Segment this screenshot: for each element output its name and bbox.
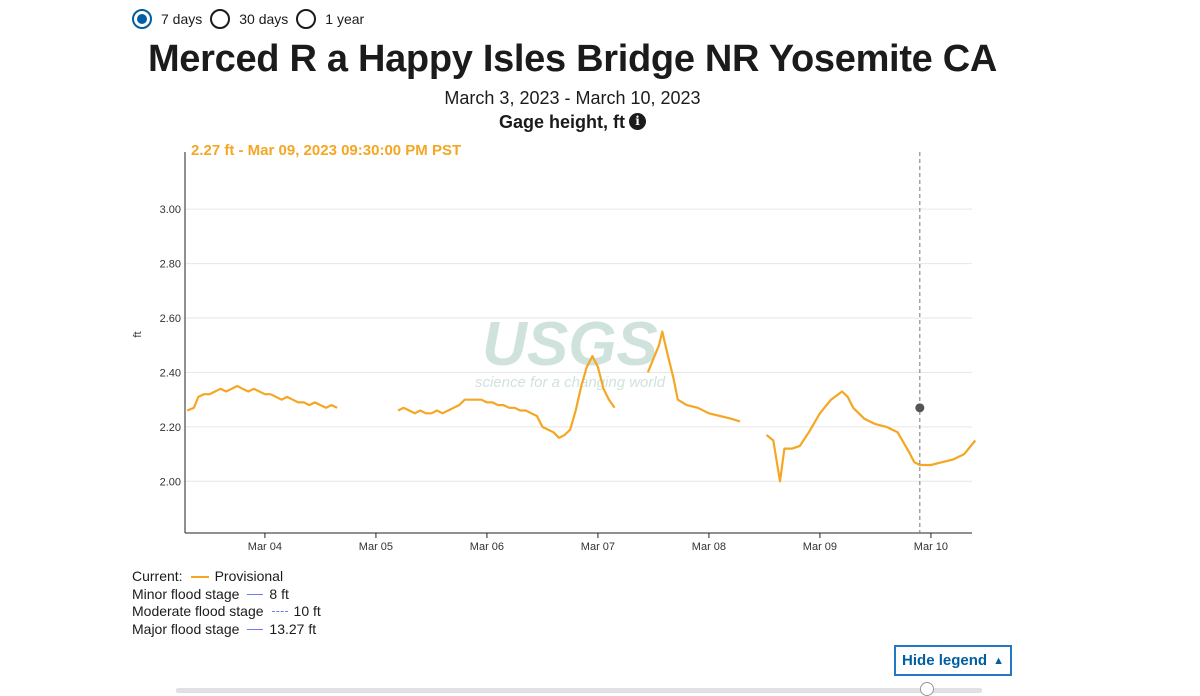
radio-circle: [296, 9, 317, 29]
x-tick-label: Mar 09: [803, 541, 837, 553]
provisional-swatch: [190, 575, 209, 578]
x-tick-label: Mar 07: [581, 541, 615, 553]
radio-label: 7 days: [161, 11, 203, 27]
watermark-tagline: science for a changing world: [475, 374, 666, 391]
x-tick-label: Mar 04: [248, 541, 282, 553]
series-line-segment: [646, 330, 741, 423]
legend-moderate-row: Moderate flood stage 10 ft: [132, 603, 321, 621]
radio-circle: [210, 9, 231, 29]
time-brush-handle[interactable]: [920, 682, 934, 696]
period-selector: 7 days 30 days 1 year: [132, 9, 372, 29]
page-title: Merced R a Happy Isles Bridge NR Yosemit…: [147, 38, 998, 80]
y-tick-label: 2.20: [160, 422, 181, 434]
radio-30-days[interactable]: 30 days: [210, 9, 288, 29]
legend-row-label: Minor flood stage: [132, 585, 240, 602]
radio-1-year[interactable]: 1 year: [296, 9, 364, 29]
chevron-up-icon: ▲: [993, 654, 1004, 667]
legend-current-label: Current:: [132, 568, 183, 584]
flood-swatch: [271, 611, 288, 613]
cursor-readout: 2.27 ft - Mar 09, 2023 09:30:00 PM PST: [191, 142, 461, 159]
series-line-segment: [397, 355, 616, 439]
info-icon[interactable]: i: [629, 113, 646, 130]
legend-row-value: 10 ft: [293, 603, 321, 619]
x-tick-label: Mar 08: [692, 541, 726, 553]
parameter-label: Gage height, ft: [499, 112, 625, 132]
y-tick-label: 2.80: [160, 259, 181, 271]
legend-current-row: Current: Provisional: [132, 568, 321, 586]
hide-legend-label: Hide legend: [902, 652, 988, 669]
legend-row-value: 8 ft: [269, 585, 289, 602]
y-tick-label: 2.60: [160, 313, 181, 325]
watermark-logo: USGS: [482, 310, 658, 379]
legend-minor-row: Minor flood stage 8 ft: [132, 586, 321, 604]
y-tick-label: 3.00: [160, 204, 181, 216]
y-tick-label: 2.00: [160, 476, 181, 488]
y-axis-label: ft: [132, 331, 144, 337]
radio-circle: [132, 9, 152, 29]
hide-legend-button[interactable]: Hide legend ▲: [894, 645, 1012, 676]
cursor-marker: [915, 403, 925, 413]
time-brush-track[interactable]: [176, 688, 982, 693]
flood-swatch: [247, 593, 264, 595]
radio-label: 1 year: [325, 11, 365, 27]
y-tick-label: 2.40: [160, 367, 181, 379]
x-tick-label: Mar 05: [359, 541, 393, 553]
x-tick-label: Mar 06: [470, 541, 504, 553]
x-tick-label: Mar 10: [914, 541, 948, 553]
series-line-segment: [765, 390, 977, 483]
legend-provisional-label: Provisional: [214, 568, 284, 584]
radio-7-days[interactable]: 7 days: [132, 9, 202, 29]
legend: Current: Provisional Minor flood stage 8…: [132, 568, 321, 638]
date-range: March 3, 2023 - March 10, 2023: [444, 88, 701, 108]
radio-label: 30 days: [239, 11, 289, 27]
parameter-title: Gage height, ft i: [0, 112, 1145, 133]
legend-row-label: Moderate flood stage: [132, 603, 264, 619]
legend-major-row: Major flood stage 13.27 ft: [132, 621, 321, 639]
legend-row-value: 13.27 ft: [269, 620, 317, 637]
series-line-segment: [186, 384, 338, 412]
legend-row-label: Major flood stage: [132, 620, 240, 637]
flood-swatch: [247, 628, 264, 630]
